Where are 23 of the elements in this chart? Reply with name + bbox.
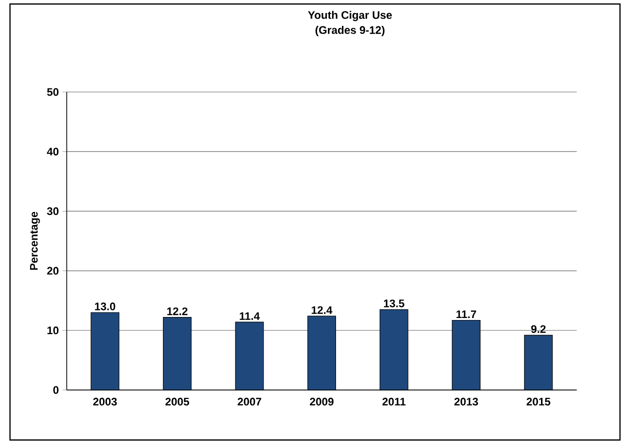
y-tick-label: 10 (47, 326, 58, 334)
y-tick-label: 0 (53, 386, 58, 394)
data-label: 12.2 (167, 307, 188, 316)
data-label: 11.7 (456, 310, 476, 318)
x-tick-label: 2015 (526, 398, 550, 406)
x-tick-label: 2007 (238, 398, 262, 406)
data-label: 13.0 (95, 302, 116, 310)
x-tick-label: 2011 (382, 398, 406, 406)
chart-subtitle: (Grades 9-12) (316, 26, 384, 36)
y-tick-label: 40 (46, 148, 58, 156)
data-label: 9.2 (531, 325, 546, 333)
y-axis-title: Percentage (30, 212, 40, 270)
chart-title: Youth Cigar Use (308, 10, 392, 22)
data-label: 12.4 (312, 306, 332, 314)
data-label: 13.5 (384, 300, 404, 308)
x-tick-label: 2005 (165, 398, 190, 406)
data-label: 11.4 (240, 312, 260, 320)
x-tick-label: 2009 (310, 398, 334, 406)
x-tick-label: 2013 (454, 398, 478, 406)
y-tick-label: 30 (47, 207, 58, 216)
x-tick-label: 2003 (93, 398, 117, 406)
y-tick-label: 50 (47, 88, 58, 96)
y-tick-label: 20 (47, 266, 58, 275)
